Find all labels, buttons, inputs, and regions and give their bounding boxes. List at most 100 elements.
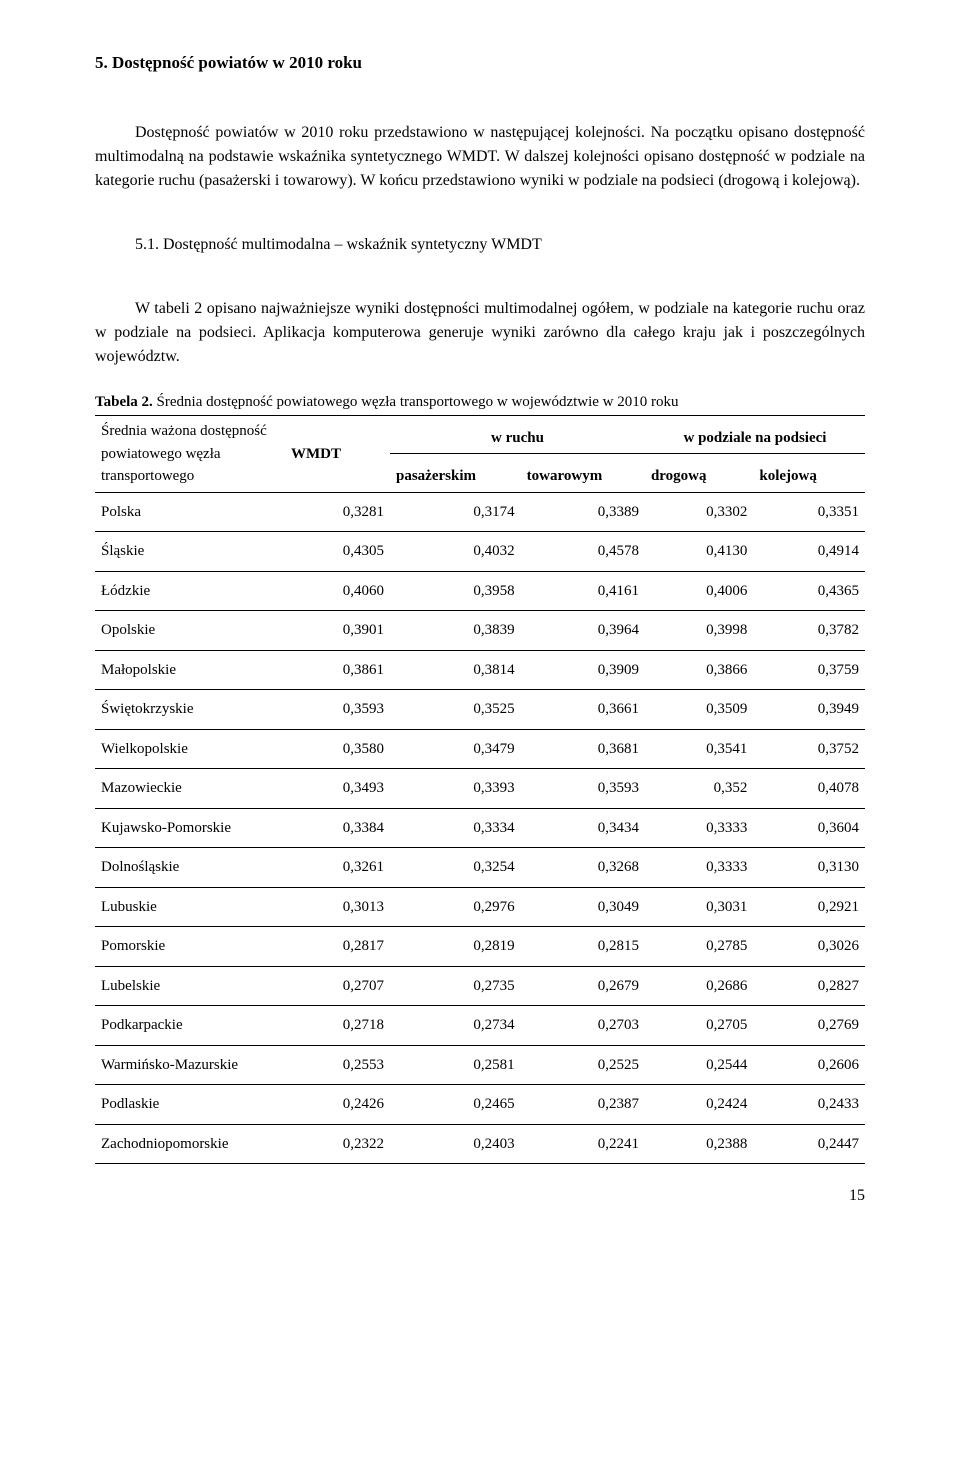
table-row: Kujawsko-Pomorskie0,33840,33340,34340,33… — [95, 808, 865, 848]
row-value: 0,3964 — [521, 611, 645, 651]
row-value: 0,3901 — [285, 611, 390, 651]
caption-text: Średnia dostępność powiatowego węzła tra… — [157, 394, 679, 410]
table-caption: Tabela 2. Średnia dostępność powiatowego… — [95, 391, 865, 414]
row-value: 0,2322 — [285, 1124, 390, 1164]
row-value: 0,2735 — [390, 966, 521, 1006]
row-value: 0,4914 — [753, 532, 865, 572]
row-name: Kujawsko-Pomorskie — [95, 808, 285, 848]
row-value: 0,3031 — [645, 887, 753, 927]
row-value: 0,3479 — [390, 729, 521, 769]
row-value: 0,2819 — [390, 927, 521, 967]
table-row: Opolskie0,39010,38390,39640,39980,3782 — [95, 611, 865, 651]
row-value: 0,2769 — [753, 1006, 865, 1046]
row-value: 0,352 — [645, 769, 753, 809]
row-value: 0,3254 — [390, 848, 521, 888]
row-value: 0,3580 — [285, 729, 390, 769]
table-row: Polska0,32810,31740,33890,33020,3351 — [95, 492, 865, 532]
row-value: 0,4305 — [285, 532, 390, 572]
row-name: Małopolskie — [95, 650, 285, 690]
row-value: 0,2734 — [390, 1006, 521, 1046]
row-name: Warmińsko-Mazurskie — [95, 1045, 285, 1085]
row-value: 0,3604 — [753, 808, 865, 848]
page-number: 15 — [95, 1184, 865, 1208]
row-value: 0,3949 — [753, 690, 865, 730]
row-value: 0,2785 — [645, 927, 753, 967]
row-name: Śląskie — [95, 532, 285, 572]
row-value: 0,2387 — [521, 1085, 645, 1125]
row-name: Zachodniopomorskie — [95, 1124, 285, 1164]
row-value: 0,3049 — [521, 887, 645, 927]
row-value: 0,3861 — [285, 650, 390, 690]
row-name: Mazowieckie — [95, 769, 285, 809]
table-row: Lubuskie0,30130,29760,30490,30310,2921 — [95, 887, 865, 927]
row-value: 0,4060 — [285, 571, 390, 611]
table-row: Lubelskie0,27070,27350,26790,26860,2827 — [95, 966, 865, 1006]
row-value: 0,2447 — [753, 1124, 865, 1164]
row-value: 0,2827 — [753, 966, 865, 1006]
table-row: Świętokrzyskie0,35930,35250,36610,35090,… — [95, 690, 865, 730]
row-value: 0,3281 — [285, 492, 390, 532]
row-name: Wielkopolskie — [95, 729, 285, 769]
row-value: 0,3013 — [285, 887, 390, 927]
row-value: 0,3909 — [521, 650, 645, 690]
row-value: 0,2707 — [285, 966, 390, 1006]
row-value: 0,2465 — [390, 1085, 521, 1125]
row-value: 0,3593 — [521, 769, 645, 809]
row-value: 0,3026 — [753, 927, 865, 967]
row-name: Lubelskie — [95, 966, 285, 1006]
table-row: Warmińsko-Mazurskie0,25530,25810,25250,2… — [95, 1045, 865, 1085]
table-row: Podkarpackie0,27180,27340,27030,27050,27… — [95, 1006, 865, 1046]
row-value: 0,2703 — [521, 1006, 645, 1046]
row-value: 0,2817 — [285, 927, 390, 967]
row-value: 0,3525 — [390, 690, 521, 730]
row-value: 0,2433 — [753, 1085, 865, 1125]
row-value: 0,3389 — [521, 492, 645, 532]
table-row: Łódzkie0,40600,39580,41610,40060,4365 — [95, 571, 865, 611]
row-value: 0,3351 — [753, 492, 865, 532]
row-value: 0,3509 — [645, 690, 753, 730]
row-value: 0,4032 — [390, 532, 521, 572]
row-value: 0,2679 — [521, 966, 645, 1006]
row-value: 0,3261 — [285, 848, 390, 888]
row-value: 0,2921 — [753, 887, 865, 927]
table-row: Dolnośląskie0,32610,32540,32680,33330,31… — [95, 848, 865, 888]
row-name: Lubuskie — [95, 887, 285, 927]
row-name: Polska — [95, 492, 285, 532]
row-value: 0,2426 — [285, 1085, 390, 1125]
row-value: 0,2815 — [521, 927, 645, 967]
row-value: 0,2718 — [285, 1006, 390, 1046]
row-value: 0,4078 — [753, 769, 865, 809]
row-value: 0,3998 — [645, 611, 753, 651]
col-header-kolejowa: kolejową — [753, 454, 865, 492]
row-value: 0,2976 — [390, 887, 521, 927]
row-value: 0,4365 — [753, 571, 865, 611]
row-name: Dolnośląskie — [95, 848, 285, 888]
row-value: 0,4130 — [645, 532, 753, 572]
row-value: 0,2606 — [753, 1045, 865, 1085]
row-name: Łódzkie — [95, 571, 285, 611]
col-header-podsieci: w podziale na podsieci — [645, 416, 865, 454]
section-heading: 5. Dostępność powiatów w 2010 roku — [95, 50, 865, 76]
row-value: 0,3782 — [753, 611, 865, 651]
row-value: 0,2581 — [390, 1045, 521, 1085]
table-row: Małopolskie0,38610,38140,39090,38660,375… — [95, 650, 865, 690]
row-value: 0,3661 — [521, 690, 645, 730]
table-row: Zachodniopomorskie0,23220,24030,22410,23… — [95, 1124, 865, 1164]
row-value: 0,3958 — [390, 571, 521, 611]
row-name: Podlaskie — [95, 1085, 285, 1125]
subsection-heading: 5.1. Dostępność multimodalna – wskaźnik … — [135, 233, 865, 257]
paragraph-body: W tabeli 2 opisano najważniejsze wyniki … — [95, 297, 865, 369]
row-value: 0,2388 — [645, 1124, 753, 1164]
row-value: 0,3752 — [753, 729, 865, 769]
row-value: 0,2424 — [645, 1085, 753, 1125]
row-name: Opolskie — [95, 611, 285, 651]
col-header-pasazerskim: pasażerskim — [390, 454, 521, 492]
row-value: 0,3541 — [645, 729, 753, 769]
row-value: 0,4006 — [645, 571, 753, 611]
table-row: Pomorskie0,28170,28190,28150,27850,3026 — [95, 927, 865, 967]
row-value: 0,3268 — [521, 848, 645, 888]
row-value: 0,3681 — [521, 729, 645, 769]
row-value: 0,2403 — [390, 1124, 521, 1164]
row-value: 0,3759 — [753, 650, 865, 690]
data-table: Średnia ważona dostępność powiatowego wę… — [95, 415, 865, 1164]
